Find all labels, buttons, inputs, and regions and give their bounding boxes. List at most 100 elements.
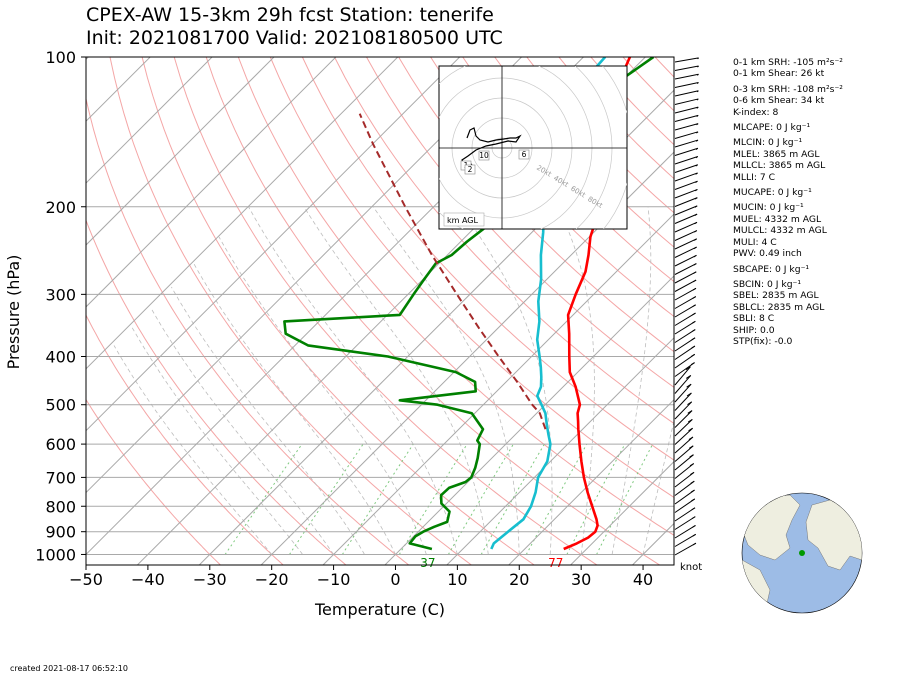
- moist-adiabat: [193, 263, 396, 555]
- wind-barb: [674, 123, 699, 131]
- wind-barb-flag: [692, 279, 697, 283]
- wind-barb-flag: [691, 329, 696, 332]
- wind-barb-staff: [674, 436, 694, 454]
- wind-barb-flag: [696, 90, 699, 93]
- wind-barb-staff: [674, 542, 697, 556]
- hodograph-frame: [438, 65, 628, 230]
- wind-barb-flag: [688, 427, 693, 432]
- wind-barb-staff: [674, 81, 699, 88]
- wind-barb: [674, 375, 692, 394]
- surface-temperature-label: 77: [548, 556, 563, 570]
- wind-barb: [674, 436, 694, 454]
- chart-title-line-2: Init: 2021081700 Valid: 202108180500 UTC: [86, 27, 503, 49]
- param-line: MULI: 4 C: [733, 236, 777, 248]
- wind-barb-flag: [692, 542, 697, 546]
- wind-barb-staff: [674, 156, 698, 165]
- isotherm: [86, 57, 213, 184]
- wind-barb: [674, 139, 699, 148]
- wind-barb: [674, 221, 698, 233]
- wind-barb-flag: [685, 366, 691, 371]
- y-tick-label: 200: [45, 198, 76, 217]
- wind-barb-staff: [674, 383, 692, 403]
- param-line: SBCAPE: 0 J kg⁻¹: [733, 263, 810, 275]
- isotherm: [260, 151, 674, 565]
- wind-barb-staff: [674, 329, 696, 343]
- hodograph-legend-box: [443, 212, 485, 227]
- wind-barb-staff: [674, 197, 698, 207]
- wind-barb-staff: [674, 106, 699, 114]
- wind-barb-flag: [696, 114, 699, 117]
- wind-barb-staff: [674, 392, 692, 411]
- wind-barb-flag: [691, 498, 696, 502]
- dry-adiabat: [269, 57, 674, 499]
- param-line: PWV: 0.49 inch: [733, 248, 802, 260]
- wind-barb: [674, 131, 699, 139]
- mixing-ratio-line: [341, 443, 414, 555]
- wind-barb-flag: [689, 454, 694, 458]
- moist-adiabat: [557, 206, 595, 555]
- x-axis-label: Temperature (C): [314, 600, 446, 619]
- wind-barb-flag: [697, 73, 699, 76]
- wind-barb-staff: [674, 375, 692, 394]
- wind-barb: [674, 106, 699, 114]
- param-line: MLCIN: 0 J kg⁻¹: [733, 137, 803, 149]
- wind-barb-flag: [691, 337, 696, 341]
- hodograph-legend-label: km AGL: [447, 216, 479, 225]
- wind-barb-flag: [692, 312, 696, 316]
- wind-barb: [674, 401, 693, 420]
- surface-dewpoint-label: 37: [420, 556, 435, 570]
- isotherm: [446, 337, 674, 565]
- wind-barb-staff: [674, 320, 696, 335]
- wind-barb-flag: [687, 410, 693, 414]
- wind-barb-staff: [674, 304, 696, 318]
- wind-barb-staff: [674, 263, 697, 275]
- param-line: SBLI: 8 C: [733, 313, 775, 325]
- mixing-ratio-line: [566, 443, 626, 555]
- x-tick-label: −20: [255, 570, 289, 589]
- wind-barb: [674, 213, 698, 224]
- wind-barb-staff: [674, 98, 699, 105]
- wind-barb: [674, 480, 695, 496]
- wind-barb-staff: [674, 312, 696, 326]
- param-line: SHIP: 0.0: [733, 324, 775, 336]
- wind-barb-staff: [674, 287, 697, 301]
- wind-barb-flag: [695, 147, 699, 150]
- chart-title-line-1: CPEX-AW 15-3km 29h fcst Station: tenerif…: [86, 4, 494, 26]
- wind-barb: [674, 98, 699, 105]
- param-line: MLLI: 7 C: [733, 171, 776, 183]
- wind-barb: [674, 498, 696, 513]
- param-line: SBLCL: 2835 m AGL: [733, 301, 825, 313]
- param-line: 0-3 km SRH: -108 m²s⁻²: [733, 83, 843, 95]
- isotherm: [508, 399, 674, 565]
- param-line: MLLCL: 3865 m AGL: [733, 160, 826, 172]
- hodograph-height-box: [478, 150, 490, 161]
- wind-barb-flag: [693, 263, 697, 266]
- wind-barb-flag: [695, 139, 699, 142]
- wind-barb-staff: [674, 131, 699, 139]
- y-tick-label: 500: [45, 396, 76, 415]
- wind-barb-staff: [674, 65, 699, 71]
- wind-barb-staff: [674, 213, 698, 224]
- y-tick-label: 900: [45, 523, 76, 542]
- dry-adiabat: [86, 314, 284, 565]
- wind-barb-flag: [697, 57, 699, 60]
- sounding-parameters: 0-1 km SRH: -105 m²s⁻² 0-1 km Shear: 26 k…: [733, 57, 843, 347]
- wind-barb-staff: [674, 279, 697, 292]
- moist-adiabat: [642, 419, 674, 555]
- moist-adiabat: [150, 308, 334, 555]
- wind-barb-flag: [690, 489, 695, 493]
- wind-barb: [674, 114, 699, 122]
- y-tick-label: 300: [45, 285, 76, 304]
- wind-barb-flag: [693, 246, 697, 250]
- wind-barb: [674, 90, 699, 97]
- dry-adiabat: [86, 398, 221, 565]
- wind-barb-staff: [674, 345, 696, 360]
- mixing-ratio-line: [398, 443, 468, 555]
- moist-adiabat: [113, 345, 273, 555]
- moist-adiabat: [131, 327, 303, 555]
- wind-barb-flag: [692, 533, 696, 537]
- dry-adiabat: [141, 57, 535, 565]
- wind-barb: [674, 533, 696, 547]
- y-axis-label: Pressure (hPa): [4, 254, 23, 370]
